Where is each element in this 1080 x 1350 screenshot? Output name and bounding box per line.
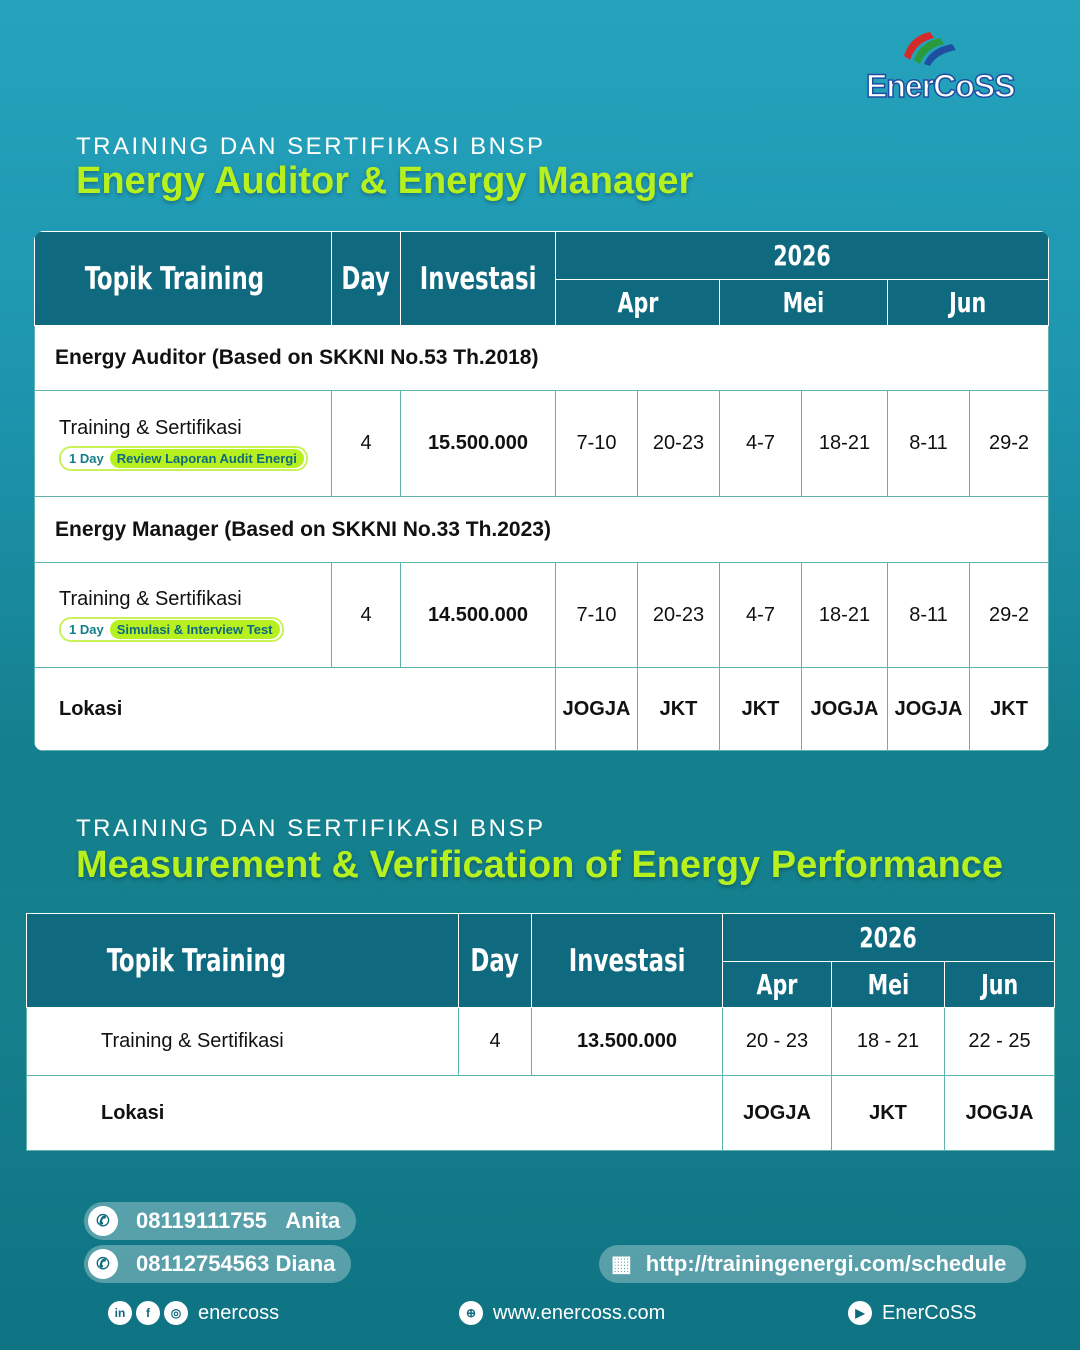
schedule-table-energy: Topik Training Day Investasi 2026 Apr Mei Jun… — [34, 231, 1050, 751]
youtube-link[interactable]: ▶ EnerCoSS — [848, 1301, 977, 1325]
header-month-jun: Jun — [949, 286, 987, 319]
youtube-text: EnerCoSS — [882, 1301, 977, 1324]
price-cell: 14.500.000 — [400, 562, 556, 668]
schedule-link[interactable]: ▦ http://trainingenergi.com/schedule — [599, 1245, 1027, 1283]
date-cell: 4-7 — [719, 390, 802, 497]
header-month-apr: Apr — [756, 968, 798, 1001]
badge-text: Review Laporan Audit Energi — [109, 448, 304, 468]
section2-title: Measurement & Verification of Energy Per… — [76, 844, 1004, 886]
social-handle[interactable]: in f ◎ enercoss — [108, 1301, 279, 1325]
contact-name: Diana — [275, 1251, 336, 1276]
lokasi-row: Lokasi JOGJA JKT JOGJA — [26, 1075, 1055, 1151]
location-cell: JOGJA — [887, 667, 970, 751]
location-cell: JKT — [719, 667, 802, 751]
date-cell: 7-10 — [555, 390, 638, 497]
row-label: Training & Sertifikasi — [59, 416, 242, 439]
globe-icon: ⊕ — [459, 1301, 483, 1325]
header-month-jun: Jun — [980, 968, 1019, 1001]
header-year: 2026 — [859, 921, 918, 954]
header-topik: Topik Training — [106, 942, 287, 979]
date-cell: 20 - 23 — [722, 1007, 832, 1076]
location-cell: JKT — [637, 667, 720, 751]
contact-name: Anita — [285, 1208, 341, 1233]
badge: 1 Day Review Laporan Audit Energi — [59, 445, 308, 471]
linkedin-icon: in — [108, 1301, 132, 1325]
badge-day: 1 Day — [69, 450, 104, 466]
date-cell: 29-2 — [968, 562, 1050, 668]
table-row: Training & Sertifikasi 1 Day Simulasi & In… — [34, 562, 1050, 668]
location-cell: JOGJA — [944, 1075, 1055, 1151]
enercoss-logo: EnerCoSS — [862, 24, 1016, 106]
location-cell: JKT — [968, 667, 1050, 751]
date-cell: 20-23 — [637, 562, 720, 668]
header-year: 2026 — [773, 239, 831, 272]
badge-text: Simulasi & Interview Test — [109, 620, 280, 639]
lokasi-label: Lokasi — [26, 1075, 723, 1151]
phone-icon: ✆ — [88, 1206, 118, 1236]
lokasi-row: Lokasi JOGJA JKT JKT JOGJA JOGJA JKT — [34, 667, 1050, 751]
badge-day: 1 Day — [69, 622, 104, 637]
price-cell: 13.500.000 — [531, 1007, 723, 1076]
day-cell: 4 — [331, 390, 401, 497]
website-link[interactable]: ⊕ www.enercoss.com — [459, 1301, 665, 1325]
header-investasi: Investasi — [568, 942, 686, 979]
date-cell: 20-23 — [637, 390, 720, 497]
section2-subtitle: TRAINING DAN SERTIFIKASI BNSP — [76, 815, 546, 842]
location-cell: JOGJA — [555, 667, 638, 751]
header-month-apr: Apr — [617, 286, 658, 319]
location-cell: JKT — [831, 1075, 945, 1151]
day-cell: 4 — [331, 562, 401, 668]
price-cell: 15.500.000 — [400, 390, 556, 497]
row-label: Training & Sertifikasi — [59, 588, 242, 610]
lokasi-label: Lokasi — [34, 667, 556, 751]
row-label: Training & Sertifikasi — [26, 1007, 459, 1076]
youtube-icon: ▶ — [848, 1301, 872, 1325]
header-topik: Topik Training — [84, 260, 265, 297]
handle-text: enercoss — [198, 1301, 280, 1324]
instagram-icon: ◎ — [164, 1301, 188, 1325]
date-cell: 8-11 — [887, 562, 970, 668]
section1-subtitle: TRAINING DAN SERTIFIKASI BNSP — [76, 133, 546, 160]
table-row: Training & Sertifikasi 1 Day Review Lapora… — [34, 390, 1050, 497]
date-cell: 29-2 — [968, 390, 1050, 497]
section1-title: Energy Auditor & Energy Manager — [76, 160, 694, 202]
table-row: Training & Sertifikasi 4 13.500.000 20 - 23… — [26, 1007, 1055, 1076]
date-cell: 18 - 21 — [831, 1007, 945, 1076]
badge: 1 Day Simulasi & Interview Test — [59, 617, 284, 642]
date-cell: 18-21 — [801, 562, 888, 668]
group-heading: Energy Auditor (Based on SKKNI No.53 Th.… — [34, 325, 1050, 391]
header-month-mei: Mei — [782, 286, 825, 319]
website-text: www.enercoss.com — [493, 1301, 666, 1324]
phone-icon: ✆ — [88, 1249, 118, 1279]
date-cell: 18-21 — [801, 390, 888, 497]
location-cell: JOGJA — [801, 667, 888, 751]
schedule-url: http://trainingenergi.com/schedule — [645, 1251, 1007, 1276]
group-heading: Energy Manager (Based on SKKNI No.33 Th.… — [34, 496, 1050, 563]
header-day: Day — [470, 942, 520, 979]
schedule-table-mv: Topik Training Day Investasi 2026 Apr Mei Jun… — [26, 913, 1055, 1151]
date-cell: 8-11 — [887, 390, 970, 497]
calendar-icon: ▦ — [611, 1251, 632, 1276]
phone-number: 08119111755 — [136, 1208, 267, 1233]
header-day: Day — [341, 260, 391, 297]
header-investasi: Investasi — [419, 260, 537, 297]
date-cell: 22 - 25 — [944, 1007, 1055, 1076]
phone-number: 08112754563 — [136, 1251, 270, 1276]
day-cell: 4 — [458, 1007, 532, 1076]
location-cell: JOGJA — [722, 1075, 832, 1151]
facebook-icon: f — [136, 1301, 160, 1325]
date-cell: 4-7 — [719, 562, 802, 668]
contact-anita[interactable]: ✆ 08119111755 Anita — [84, 1202, 357, 1240]
contact-diana[interactable]: ✆ 08112754563 Diana — [84, 1245, 352, 1283]
date-cell: 7-10 — [555, 562, 638, 668]
header-month-mei: Mei — [867, 968, 909, 1001]
